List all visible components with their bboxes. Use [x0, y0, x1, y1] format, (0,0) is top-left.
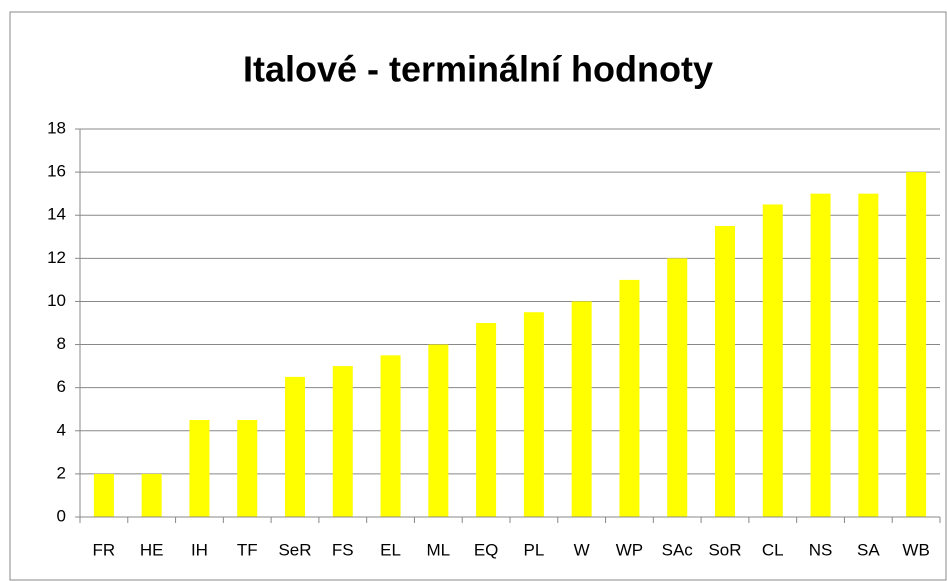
bar [380, 355, 401, 517]
y-tick-label: 12 [47, 248, 66, 267]
bar [858, 193, 879, 517]
bar [476, 323, 497, 517]
x-tick-label: FS [332, 540, 354, 559]
bar [189, 420, 210, 517]
y-tick-label: 4 [57, 420, 66, 439]
x-tick-label: SeR [278, 540, 311, 559]
bar [810, 193, 831, 517]
x-tick-label: W [574, 540, 590, 559]
y-tick-label: 8 [57, 334, 66, 353]
bar [141, 473, 162, 517]
x-tick-label: NS [809, 540, 833, 559]
bar [523, 312, 544, 517]
y-tick-label: 18 [47, 118, 66, 137]
bar [93, 473, 114, 517]
y-tick-label: 6 [57, 377, 66, 396]
x-tick-label: HE [140, 540, 164, 559]
bar [428, 344, 449, 517]
x-tick-label: FR [93, 540, 116, 559]
bar [762, 204, 783, 517]
x-tick-label: TF [237, 540, 258, 559]
x-tick-label: IH [191, 540, 208, 559]
bar [332, 366, 353, 517]
y-tick-label: 0 [57, 506, 66, 525]
x-tick-label: PL [523, 540, 544, 559]
bar [619, 279, 640, 517]
bar [715, 226, 735, 517]
x-tick-label: EQ [474, 540, 499, 559]
y-tick-label: 14 [47, 205, 66, 224]
x-tick-label: SoR [708, 540, 741, 559]
chart-title: Italové - terminální hodnoty [243, 49, 713, 90]
bar [571, 301, 592, 517]
bar [237, 420, 258, 517]
y-tick-label: 2 [57, 463, 66, 482]
x-tick-label: EL [380, 540, 401, 559]
x-tick-label: SA [857, 540, 880, 559]
bar [906, 172, 927, 517]
y-tick-label: 16 [47, 162, 66, 181]
x-tick-label: CL [762, 540, 784, 559]
x-tick-label: WP [616, 540, 643, 559]
x-tick-label: ML [427, 540, 451, 559]
x-tick-label: WB [902, 540, 929, 559]
bar [667, 258, 688, 517]
y-tick-label: 10 [47, 291, 66, 310]
bar [285, 376, 305, 517]
x-tick-label: SAc [662, 540, 694, 559]
